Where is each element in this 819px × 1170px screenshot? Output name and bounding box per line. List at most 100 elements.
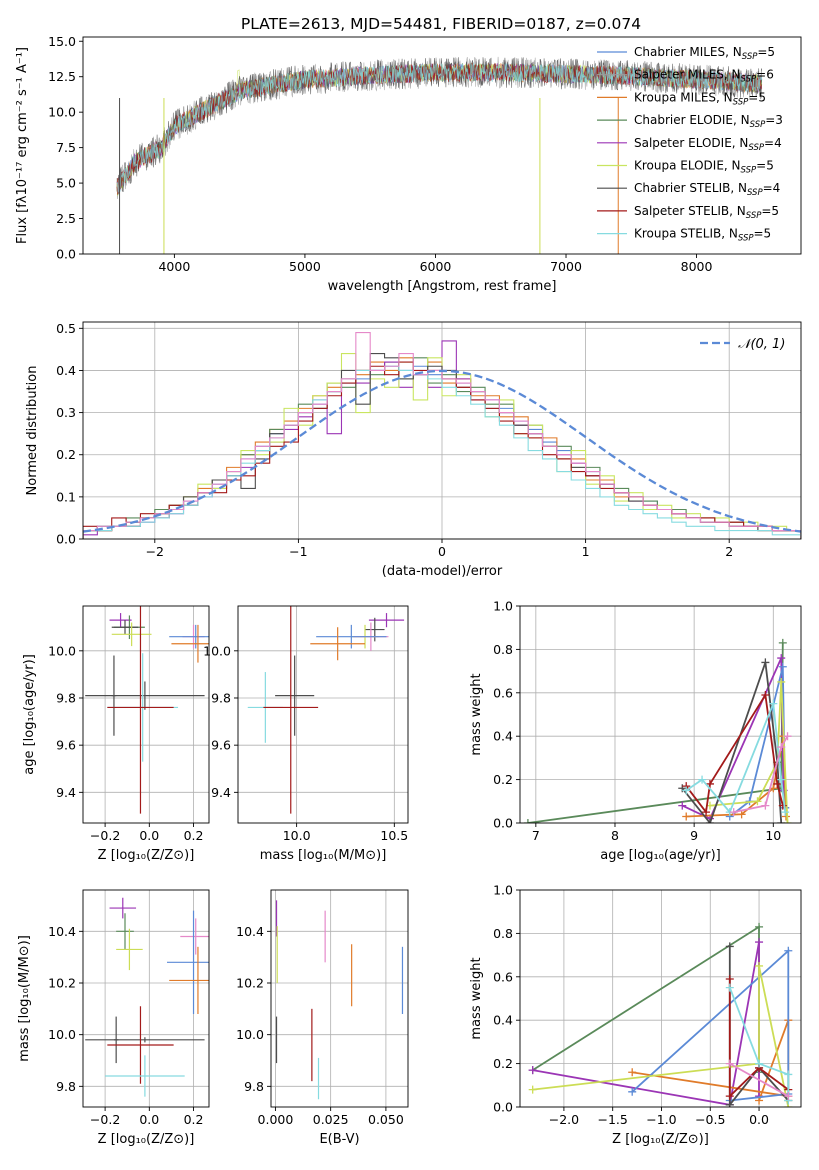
legend: 𝒩(0, 1): [700, 337, 785, 352]
y-tick-label: 10.2: [236, 976, 264, 991]
x-axis-label: Z [log₁₀(Z/Z⊙)]: [612, 1132, 709, 1147]
weight-marker: [781, 808, 790, 817]
y-tick-label: 0.0: [493, 1100, 513, 1115]
y-tick-label: 0.8: [493, 642, 513, 657]
errorbar-point-6: [85, 1037, 205, 1043]
x-tick-label: 10: [765, 828, 781, 843]
weight-marker: [783, 732, 792, 741]
x-tick-label: −0.2: [90, 1112, 120, 1127]
x-tick-label: 10.0: [283, 828, 311, 843]
errorbar-point-7: [113, 1016, 119, 1064]
x-tick-label: −0.5: [695, 1112, 725, 1127]
errorbar-point-6: [171, 624, 209, 663]
y-axis-label: mass weight: [469, 957, 484, 1039]
axes-frame: [519, 605, 802, 824]
y-tick-label: 0.2: [56, 447, 76, 462]
y-tick-label: 9.8: [56, 1079, 76, 1094]
weight-line-7: [685, 703, 787, 814]
legend-label: Salpeter MILES, NSSP=6: [634, 68, 774, 85]
legend-entry: Salpeter STELIB, NSSP=5: [597, 204, 779, 221]
plot-area: [85, 897, 209, 1097]
weight-marker: [737, 810, 746, 819]
legend-label: Kroupa MILES, NSSP=5: [634, 90, 766, 107]
legend-label: Kroupa STELIB, NSSP=5: [634, 227, 771, 244]
errorbar-point-2: [180, 918, 209, 955]
x-axis-label: mass [log₁₀(M/M⊙)]: [260, 848, 387, 863]
x-tick-label: 4000: [158, 259, 190, 274]
x-tick-label: 5000: [289, 259, 321, 274]
histogram-series-8: [83, 331, 801, 539]
y-tick-label: 0.5: [56, 321, 76, 336]
x-axis-label: Z [log₁₀(Z/Z⊙)]: [98, 1132, 195, 1147]
weight-marker: [777, 819, 786, 823]
y-axis-label: mass weight: [469, 673, 484, 755]
x-axis-label: age [log₁₀(age/yr)]: [600, 848, 721, 863]
x-tick-label: 2: [725, 544, 733, 559]
legend-entry: Kroupa ELODIE, NSSP=5: [597, 159, 774, 176]
weight-marker: [725, 1092, 734, 1101]
legend-entry: Salpeter MILES, NSSP=6: [597, 68, 774, 85]
weight-marker: [783, 819, 792, 823]
panel-weight_vs_age: 7 8 9 10 0.0 0.2 0.4 0.6 0.8 1.0 age [log₁₀(age/yr…: [469, 599, 802, 863]
y-tick-label: 0.2: [493, 772, 513, 787]
weight-marker: [725, 1059, 734, 1068]
weight-marker: [682, 786, 691, 795]
weight-line-4: [532, 965, 790, 1107]
weight-marker: [725, 1100, 734, 1107]
weight-marker: [761, 801, 770, 810]
spectrum-line-7: [116, 62, 763, 195]
weight-marker: [755, 938, 764, 947]
legend-entry: Chabrier MILES, NSSP=5: [597, 45, 775, 62]
weight-marker: [523, 819, 532, 823]
gaussian-curve: [83, 369, 801, 533]
panel-weight_vs_Z: −2.0 −1.5 −1.0 −0.5 0.0 0.0 0.2 0.4 0.6 0.8 1.0 Z […: [469, 883, 802, 1147]
weight-line-3: [631, 948, 790, 1102]
axes-frame: [519, 889, 802, 1108]
y-tick-label: 10.0: [203, 643, 231, 658]
y-axis-label: Normed distribution: [25, 366, 40, 496]
weight-marker: [777, 677, 786, 686]
errorbar-point-5: [169, 624, 209, 649]
plot-area: [523, 638, 792, 823]
weight-marker: [628, 1087, 637, 1096]
weight-marker: [761, 690, 770, 699]
x-tick-label: 0.0: [139, 1112, 159, 1127]
weight-marker: [682, 812, 691, 821]
x-tick-label: 0.0: [139, 828, 159, 843]
y-tick-label: 0.3: [56, 405, 76, 420]
panel-residual_hist: 𝒩(0, 1) −2 −1 0 1 2 0.0 0.1 0.2 0.3 0.4 0.5 (data-mo…: [25, 321, 802, 579]
y-tick-label: 0.0: [56, 532, 76, 547]
weight-line-6: [685, 692, 784, 815]
legend-entry: Chabrier STELIB, NSSP=4: [597, 181, 780, 198]
weight-marker: [755, 922, 764, 931]
plot-area: [85, 606, 209, 814]
legend-entry: Chabrier ELODIE, NSSP=3: [597, 113, 783, 130]
y-tick-label: 9.8: [244, 1079, 264, 1094]
figure-title: PLATE=2613, MJD=54481, FIBERID=0187, z=0…: [241, 15, 641, 33]
weight-marker: [729, 808, 738, 817]
errorbar-point-10: [107, 606, 174, 814]
weight-marker: [755, 961, 764, 970]
legend-label: Chabrier STELIB, NSSP=4: [634, 181, 780, 198]
x-axis-label: (data-model)/error: [382, 564, 503, 579]
y-tick-label: 10.0: [48, 105, 76, 120]
panel-mass_vs_ebv: 0.000 0.025 0.050 9.8 10.0 10.2 10.4 E(B-V): [236, 889, 409, 1147]
weight-marker: [725, 983, 734, 992]
plot-area: [247, 606, 405, 814]
legend-label: Salpeter STELIB, NSSP=5: [634, 204, 779, 221]
weight-marker: [778, 662, 787, 671]
axes-frame: [82, 36, 802, 255]
legend-entry: Salpeter ELODIE, NSSP=4: [597, 136, 782, 153]
weight-marker: [778, 801, 787, 810]
y-tick-label: 10.4: [48, 924, 76, 939]
weight-marker: [725, 974, 734, 983]
y-tick-label: 0.8: [493, 926, 513, 941]
weight-marker: [528, 1066, 537, 1075]
x-tick-label: −1.5: [598, 1112, 628, 1127]
x-tick-label: −1: [289, 544, 307, 559]
y-tick-label: 12.5: [48, 69, 76, 84]
legend-label: Chabrier MILES, NSSP=5: [634, 45, 775, 62]
spectrum-line-6: [116, 57, 763, 193]
y-tick-label: 10.2: [48, 976, 76, 991]
